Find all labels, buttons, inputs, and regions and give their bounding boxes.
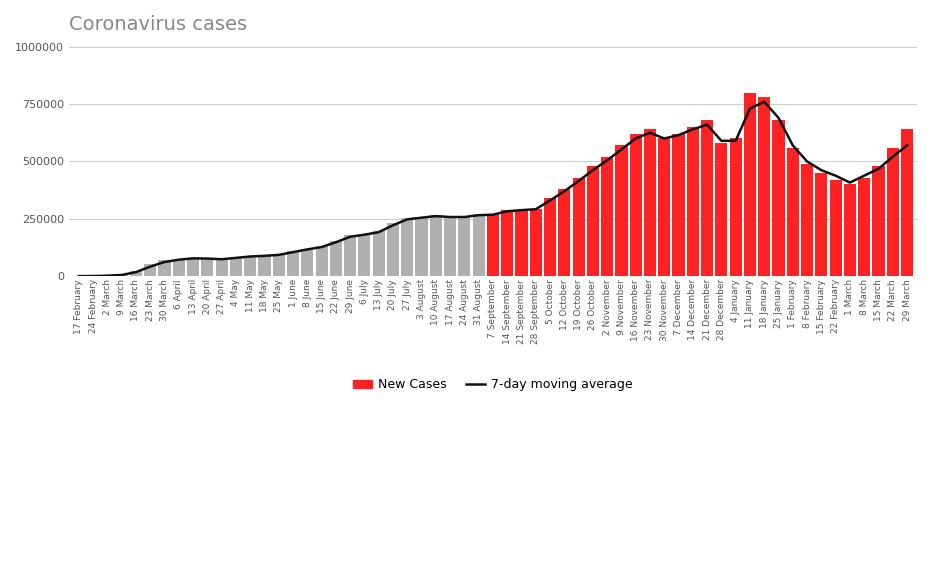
Bar xyxy=(615,145,627,276)
Bar xyxy=(215,259,227,276)
Bar xyxy=(744,92,756,276)
Bar xyxy=(473,214,485,276)
Bar xyxy=(373,231,385,276)
Bar xyxy=(201,258,213,276)
Bar xyxy=(587,166,599,276)
Bar xyxy=(901,129,913,276)
Bar xyxy=(244,256,256,276)
Bar xyxy=(287,251,299,276)
Bar xyxy=(158,260,171,276)
Bar xyxy=(886,148,898,276)
Bar xyxy=(344,235,356,276)
Bar xyxy=(716,143,728,276)
Bar xyxy=(687,127,699,276)
Bar xyxy=(330,241,342,276)
Legend: New Cases, 7-day moving average: New Cases, 7-day moving average xyxy=(349,373,637,396)
Bar xyxy=(116,274,128,276)
Bar xyxy=(644,129,656,276)
Bar xyxy=(758,97,770,276)
Bar xyxy=(673,134,685,276)
Bar xyxy=(787,148,799,276)
Bar xyxy=(630,134,642,276)
Bar xyxy=(387,223,399,276)
Bar xyxy=(316,246,328,276)
Bar xyxy=(359,234,371,276)
Bar xyxy=(401,218,413,276)
Bar xyxy=(130,270,142,276)
Bar xyxy=(273,254,285,276)
Bar xyxy=(430,215,442,276)
Bar xyxy=(515,210,528,276)
Bar xyxy=(544,198,556,276)
Bar xyxy=(572,177,584,276)
Bar xyxy=(187,258,199,276)
Bar xyxy=(258,255,270,276)
Bar xyxy=(230,257,242,276)
Bar xyxy=(730,138,742,276)
Bar xyxy=(172,259,185,276)
Bar xyxy=(829,180,842,276)
Bar xyxy=(773,120,785,276)
Bar xyxy=(872,166,884,276)
Bar xyxy=(558,189,570,276)
Bar xyxy=(843,184,856,276)
Bar xyxy=(801,164,813,276)
Bar xyxy=(658,138,670,276)
Bar xyxy=(529,208,541,276)
Bar xyxy=(701,120,713,276)
Bar xyxy=(416,216,428,276)
Bar xyxy=(816,173,828,276)
Text: Coronavirus cases: Coronavirus cases xyxy=(69,15,247,34)
Bar xyxy=(144,263,157,276)
Bar xyxy=(444,216,456,276)
Bar xyxy=(858,177,870,276)
Bar xyxy=(301,249,313,276)
Bar xyxy=(487,214,499,276)
Bar xyxy=(501,210,514,276)
Bar xyxy=(601,157,613,276)
Bar xyxy=(459,216,471,276)
